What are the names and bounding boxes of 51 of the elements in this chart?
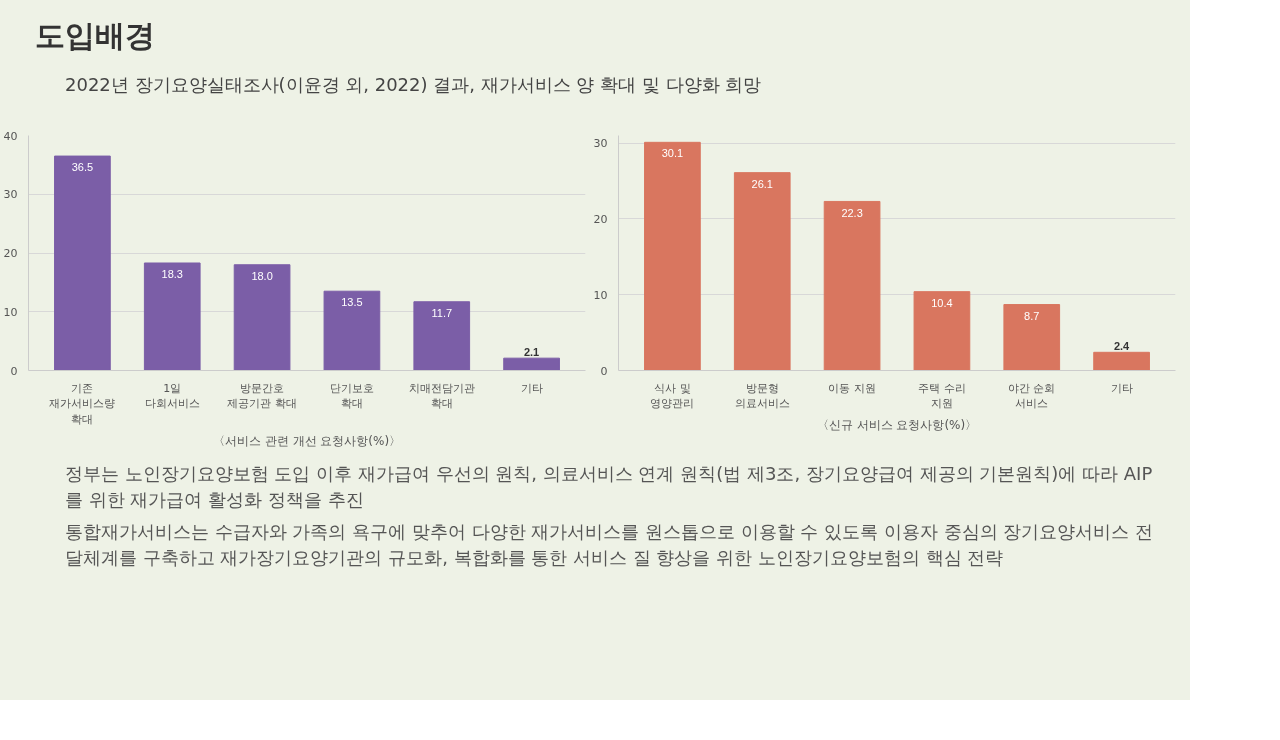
x-tick-label: 식사 및 영양관리 <box>650 381 695 411</box>
x-tick-label: 야간 순회 서비스 <box>1008 381 1056 411</box>
y-tick-label: 30 <box>593 137 608 151</box>
y-tick-label: 40 <box>3 129 18 143</box>
data-label: 18.3 <box>161 268 183 281</box>
chart-subtitle: 2022년 장기요양실태조사(이윤경 외, 2022) 결과, 재가서비스 양 확대 및 다양화 희망 <box>65 72 762 97</box>
bar <box>913 291 971 371</box>
data-label: 36.5 <box>71 161 94 174</box>
y-tick-label: 20 <box>3 247 18 260</box>
data-label: 26.1 <box>751 177 773 190</box>
x-tick-label: 1일 다회서비스 <box>144 381 200 411</box>
bar <box>1093 351 1150 371</box>
data-label: 22.3 <box>841 206 863 219</box>
data-label: 13.5 <box>341 296 363 309</box>
x-axis-title: 〈서비스 관련 개선 요청사항(%)〉 <box>212 433 402 448</box>
chart-title: 도입배경 <box>35 17 156 55</box>
x-tick-label: 방문형 의료서비스 <box>734 381 790 411</box>
data-label: 2.1 <box>523 345 540 358</box>
data-label: 11.7 <box>431 306 453 319</box>
bar <box>503 357 560 371</box>
text: 정부는 노인장기요양보험 도입 이후 재가급여 우선의 원칙, 의료서비스 연계 원칙(법 제3조, 장기요양급여 제공의 기본원칙)에 따라 AIP를 위한 재가급여 활성화 정책을 추진 <box>65 462 1154 513</box>
y-tick-label: 30 <box>3 188 18 202</box>
x-tick-label: 기존 재가서비스량 확대 <box>49 381 116 426</box>
data-label: 2.4 <box>1113 339 1131 352</box>
x-tick-label: 기타 <box>520 381 543 395</box>
x-tick-label: 이동 지원 <box>828 381 876 395</box>
x-tick-label: 기타 <box>1110 381 1133 395</box>
bar <box>323 290 381 371</box>
y-tick-label: 20 <box>593 212 608 226</box>
x-tick-label: 주택 수리 지원 <box>918 381 966 411</box>
bar <box>1003 304 1061 371</box>
bar <box>54 155 111 371</box>
bar <box>823 200 881 371</box>
x-tick-label: 치매전담기관 확대 <box>408 381 475 411</box>
data-label: 10.4 <box>931 296 953 309</box>
bar <box>233 264 291 371</box>
bar <box>413 301 471 371</box>
y-tick-label: 0 <box>10 364 18 378</box>
x-tick-label: 단기보호 확대 <box>329 381 374 411</box>
bar <box>644 141 701 371</box>
text: 통합재가서비스는 수급자와 가족의 욕구에 맞추어 다양한 재가서비스를 원스톱으로 이용할 수 있도록 이용자 중심의 장기요양서비스 전달체계를 구축하고 재가장기요양기관의 규모화, 복합화를 통한 서비스 질 향상을 위한 노인장기요양보험의 핵심 전략 <box>65 520 1155 571</box>
bar <box>143 262 201 371</box>
data-label: 8.7 <box>1024 309 1040 322</box>
data-label: 18.0 <box>251 269 273 282</box>
y-tick-label: 10 <box>593 288 608 302</box>
data-label: 30.1 <box>661 147 684 160</box>
y-tick-label: 0 <box>600 364 608 378</box>
bar <box>733 172 791 371</box>
y-tick-label: 10 <box>3 305 18 319</box>
x-tick-label: 방문간호 제공기관 확대 <box>227 381 297 411</box>
x-axis-title: 〈신규 서비스 요청사항(%)〉 <box>816 418 978 433</box>
